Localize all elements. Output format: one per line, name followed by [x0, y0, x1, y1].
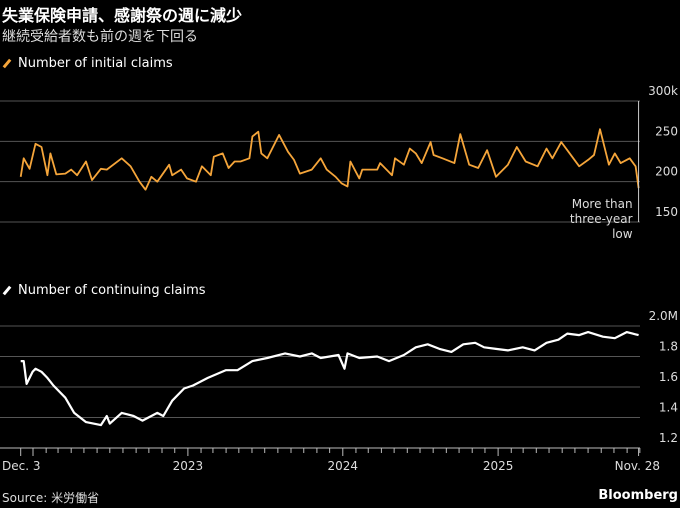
- y-tick-label: 250: [655, 124, 678, 138]
- x-tick-label: 2025: [483, 459, 514, 473]
- bloomberg-logo: Bloomberg: [598, 488, 678, 503]
- y-tick-label: 300k: [648, 84, 678, 98]
- initial-claims-line: [19, 128, 640, 191]
- annotation-text: low: [612, 227, 633, 241]
- x-tick-label: 2023: [173, 459, 204, 473]
- annotation-text: three-year: [570, 212, 633, 226]
- continuing-claims-line: [20, 331, 639, 427]
- source-note: Source: 米労働省: [2, 491, 100, 505]
- y-tick-label: 2.0M: [649, 309, 678, 323]
- y-tick-label: 150: [655, 205, 678, 219]
- x-tick-label: 2024: [328, 459, 359, 473]
- x-tick-label: Nov. 28: [615, 459, 660, 473]
- annotation-text: More than: [572, 197, 633, 211]
- legend-label-continuing: Number of continuing claims: [18, 283, 206, 298]
- y-tick-label: 1.6: [659, 370, 678, 384]
- chart-title: 失業保険申請、感謝祭の週に減少: [2, 6, 243, 25]
- y-tick-label: 1.8: [659, 340, 678, 354]
- y-tick-label: 1.4: [659, 401, 678, 415]
- y-tick-label: 200: [655, 165, 678, 179]
- legend-label-initial: Number of initial claims: [18, 56, 173, 71]
- legend-initial-claims: Number of initial claims: [2, 56, 173, 71]
- legend-continuing-claims: Number of continuing claims: [2, 283, 206, 298]
- y-tick-label: 1.2: [659, 431, 678, 445]
- x-tick-label: Dec. 3: [2, 459, 40, 473]
- chart-subtitle: 継続受給者数も前の週を下回る: [2, 29, 198, 45]
